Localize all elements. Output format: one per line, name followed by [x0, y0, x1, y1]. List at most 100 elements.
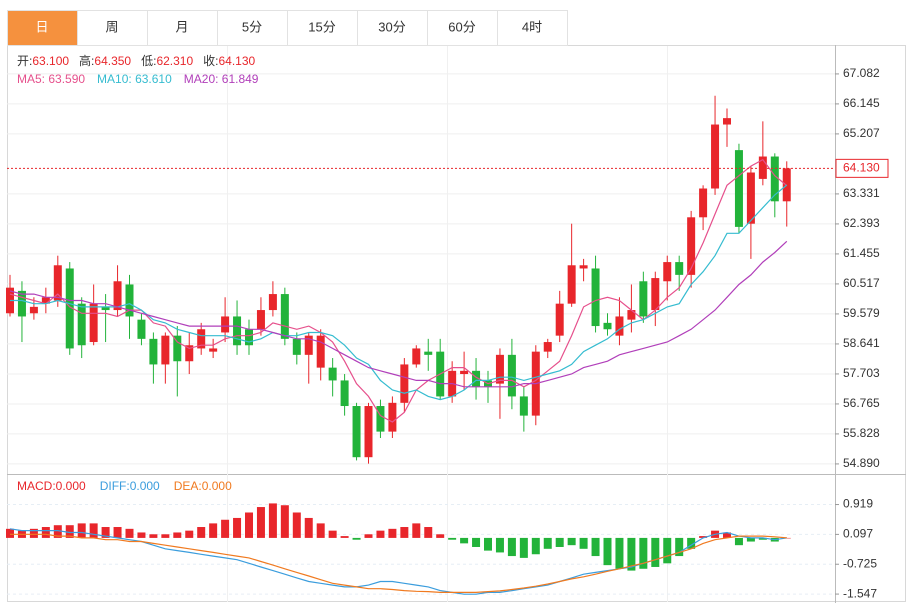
macd-bar	[280, 505, 289, 538]
candle-body	[770, 156, 779, 202]
candle-body	[711, 124, 720, 189]
candle-body	[555, 303, 564, 336]
macd-bar	[412, 523, 421, 538]
macd-bar	[388, 528, 397, 538]
candle-body	[591, 268, 600, 327]
candle-body	[221, 316, 230, 333]
macd-bar	[185, 530, 194, 538]
macd-bar	[316, 523, 325, 538]
candle-body	[758, 156, 767, 179]
y-tick-label: 61.455	[843, 246, 880, 260]
candle-body	[304, 335, 313, 355]
candle-body	[77, 303, 86, 346]
candle-body	[137, 319, 146, 339]
y-tick-label: 54.890	[843, 456, 880, 470]
candle-body	[412, 348, 421, 365]
tab[interactable]	[7, 10, 78, 46]
candle-body	[233, 316, 242, 346]
candle-body	[519, 396, 528, 416]
candle-body	[268, 294, 277, 311]
macd-bar	[400, 527, 409, 538]
candle-body	[663, 262, 672, 282]
ohlc-value: 64.130	[218, 54, 255, 68]
candle-body	[41, 297, 50, 304]
ma-line	[9, 240, 788, 388]
macd-bar	[723, 532, 731, 538]
candle-body	[746, 172, 755, 224]
tab[interactable]	[217, 10, 288, 46]
candle-body	[723, 118, 731, 125]
macd-bar	[519, 537, 528, 558]
ohlc-value: 62.310	[156, 54, 193, 68]
candle-body	[173, 335, 182, 362]
macd-bar	[484, 537, 492, 551]
tab-label[interactable]: 30分	[378, 19, 405, 34]
tab[interactable]	[497, 10, 568, 46]
ohlc-label: 低:	[141, 54, 156, 68]
tab[interactable]	[77, 10, 148, 46]
macd-bar	[352, 537, 361, 540]
y-tick-label: 62.393	[843, 216, 880, 230]
macd-bar	[472, 537, 481, 547]
macd-bar	[495, 537, 504, 553]
macd-bar	[245, 512, 253, 538]
macd-bar	[256, 507, 265, 538]
y-tick-label: 56.765	[843, 396, 880, 410]
tab-label[interactable]: 60分	[448, 19, 475, 34]
tab-label[interactable]: 周	[105, 19, 118, 34]
legend-entry: DIFF:0.000	[100, 479, 160, 493]
candle-body	[245, 329, 253, 346]
candle-body	[185, 345, 194, 362]
y-tick-label: 0.097	[843, 527, 873, 541]
candle-body	[388, 402, 397, 432]
macd-bar	[173, 532, 182, 538]
candle-body	[651, 278, 660, 311]
macd-bar	[699, 536, 708, 538]
candle-body	[65, 268, 74, 349]
candle-body	[675, 262, 684, 275]
macd-bar	[292, 512, 301, 538]
macd-bar	[29, 528, 38, 538]
macd-bar	[125, 528, 134, 538]
tab-label[interactable]: 5分	[242, 19, 262, 34]
ma-line	[9, 158, 788, 423]
macd-bar	[424, 527, 433, 538]
macd-bar	[567, 537, 576, 546]
candle-body	[699, 188, 708, 218]
macd-bar	[448, 537, 457, 540]
macd-bar	[209, 523, 218, 538]
tab-label[interactable]: 15分	[308, 19, 335, 34]
macd-bar	[687, 537, 696, 549]
ma-line	[10, 184, 788, 401]
tab-label[interactable]: 月	[175, 19, 188, 34]
candle-body	[209, 348, 218, 352]
candle-body	[627, 310, 636, 320]
y-tick-label: -1.547	[843, 586, 877, 600]
macd-bar	[579, 537, 588, 549]
tab[interactable]	[357, 10, 428, 46]
macd-bar	[639, 537, 648, 569]
y-tick-label: 55.828	[843, 426, 880, 440]
macd-bar	[89, 523, 98, 538]
macd-bar	[376, 530, 385, 538]
y-tick-label: 60.517	[843, 276, 880, 290]
y-tick-label: 67.082	[843, 66, 880, 80]
candle-body	[424, 351, 433, 355]
tab-label[interactable]: 日	[35, 19, 48, 34]
macd-line	[10, 533, 787, 593]
candle-body	[29, 306, 38, 314]
macd-bar	[436, 534, 445, 538]
y-tick-label: 58.641	[843, 336, 880, 350]
macd-bar	[507, 537, 516, 557]
tab-label[interactable]: 4时	[522, 19, 542, 34]
macd-bar	[543, 537, 552, 549]
legend-entry: MA5: 63.590	[17, 72, 85, 86]
candle-body	[507, 354, 516, 397]
macd-bar	[675, 537, 684, 557]
macd-bar	[221, 519, 230, 538]
y-tick-label: 57.703	[843, 366, 880, 380]
macd-bar	[101, 527, 110, 538]
candle-body	[17, 290, 26, 317]
candle-body	[113, 281, 122, 311]
